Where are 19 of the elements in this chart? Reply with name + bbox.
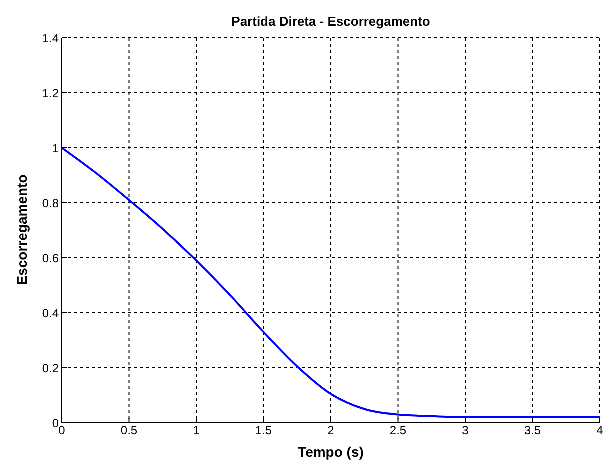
y-tick-label: 0.2	[42, 361, 60, 376]
line-series	[62, 147, 600, 418]
y-tick-label: 1.4	[42, 31, 60, 46]
y-tick-label: 0.8	[42, 196, 60, 210]
x-tick-label: 2.5	[390, 424, 407, 438]
x-tick-label: 3.5	[524, 424, 542, 438]
x-tick-label: 2	[328, 424, 335, 438]
x-tick-label: 1.5	[255, 424, 272, 438]
x-tick-label: 4	[596, 424, 603, 438]
y-axis-title: Escorregamento	[14, 174, 30, 286]
x-tick-label: 1	[193, 424, 200, 438]
chart-title: Partida Direta - Escorregamento	[230, 14, 432, 29]
x-tick-label: 3	[462, 424, 470, 438]
y-tick-label: 1.2	[42, 86, 60, 100]
x-axis-title: Tempo (s)	[297, 444, 365, 460]
y-tick-label: 0.4	[42, 306, 60, 320]
x-tick-label: 0.5	[120, 424, 138, 438]
y-tick-label: 0.6	[42, 251, 60, 266]
y-tick-label: 1	[52, 141, 60, 156]
